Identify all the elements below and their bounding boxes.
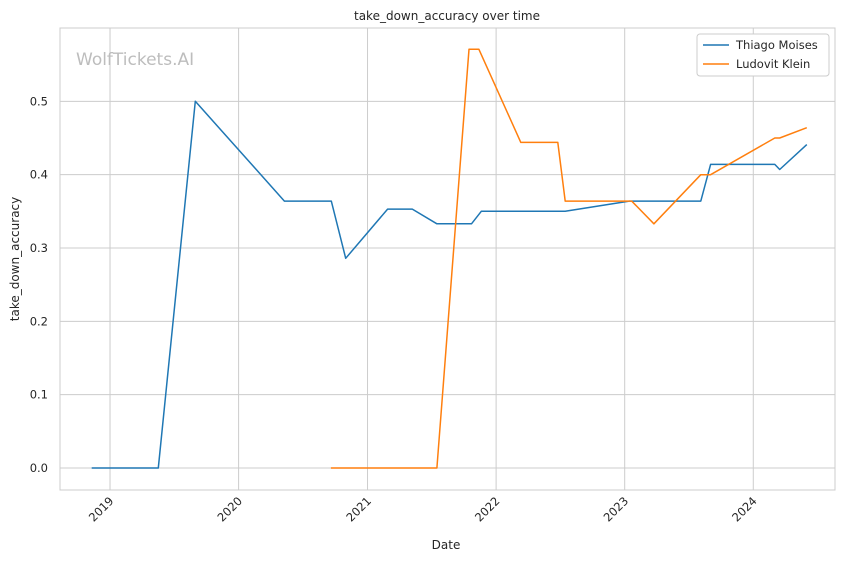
watermark-text: WolfTickets.AI — [76, 50, 194, 70]
chart-title: take_down_accuracy over time — [354, 9, 540, 23]
legend: Thiago Moises Ludovit Klein — [696, 33, 830, 77]
y-tick-label: 0.2 — [30, 314, 48, 328]
y-tick-label: 0.4 — [30, 168, 48, 182]
series-layer — [91, 48, 808, 469]
legend-label-series-2: Ludovit Klein — [736, 57, 810, 71]
y-axis-title: take_down_accuracy — [8, 197, 22, 321]
plot-frame — [59, 27, 836, 491]
y-tick-label: 0.5 — [30, 94, 48, 108]
series-line-2 — [330, 48, 808, 469]
series-line-1 — [91, 100, 808, 469]
x-axis-title: Date — [432, 538, 461, 552]
y-axis-ticks: 0.0 0.1 0.2 0.3 0.4 0.5 — [30, 94, 48, 475]
grid-lines — [60, 28, 835, 490]
y-tick-label: 0.0 — [30, 461, 48, 475]
y-tick-label: 0.1 — [30, 388, 48, 402]
legend-box — [696, 33, 830, 77]
y-tick-label: 0.3 — [30, 241, 48, 255]
legend-label-series-1: Thiago Moises — [735, 38, 818, 52]
